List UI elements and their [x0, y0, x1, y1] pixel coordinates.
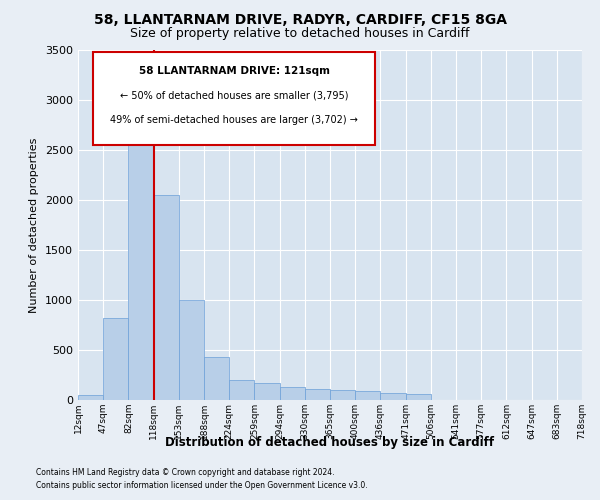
Bar — [406, 394, 431, 400]
Bar — [355, 391, 380, 400]
Text: Size of property relative to detached houses in Cardiff: Size of property relative to detached ho… — [130, 28, 470, 40]
Bar — [280, 386, 305, 400]
Bar — [330, 390, 355, 400]
Bar — [179, 300, 204, 400]
Bar — [305, 389, 330, 400]
Text: 58, LLANTARNAM DRIVE, RADYR, CARDIFF, CF15 8GA: 58, LLANTARNAM DRIVE, RADYR, CARDIFF, CF… — [94, 12, 506, 26]
Text: ← 50% of detached houses are smaller (3,795): ← 50% of detached houses are smaller (3,… — [120, 90, 349, 101]
Text: Contains public sector information licensed under the Open Government Licence v3: Contains public sector information licen… — [36, 482, 368, 490]
Text: 49% of semi-detached houses are larger (3,702) →: 49% of semi-detached houses are larger (… — [110, 115, 358, 125]
Bar — [103, 318, 128, 400]
Text: 58 LLANTARNAM DRIVE: 121sqm: 58 LLANTARNAM DRIVE: 121sqm — [139, 66, 330, 76]
Bar — [128, 130, 154, 400]
Bar — [78, 395, 103, 400]
Bar — [380, 393, 406, 400]
FancyBboxPatch shape — [93, 52, 376, 144]
Bar — [229, 380, 254, 400]
Bar — [254, 383, 280, 400]
Bar — [154, 195, 179, 400]
Text: 58 LLANTARNAM DRIVE: 121sqm: 58 LLANTARNAM DRIVE: 121sqm — [103, 60, 294, 70]
Text: Contains HM Land Registry data © Crown copyright and database right 2024.: Contains HM Land Registry data © Crown c… — [36, 468, 335, 477]
Bar — [204, 357, 229, 400]
Text: Distribution of detached houses by size in Cardiff: Distribution of detached houses by size … — [166, 436, 494, 449]
Y-axis label: Number of detached properties: Number of detached properties — [29, 138, 40, 312]
